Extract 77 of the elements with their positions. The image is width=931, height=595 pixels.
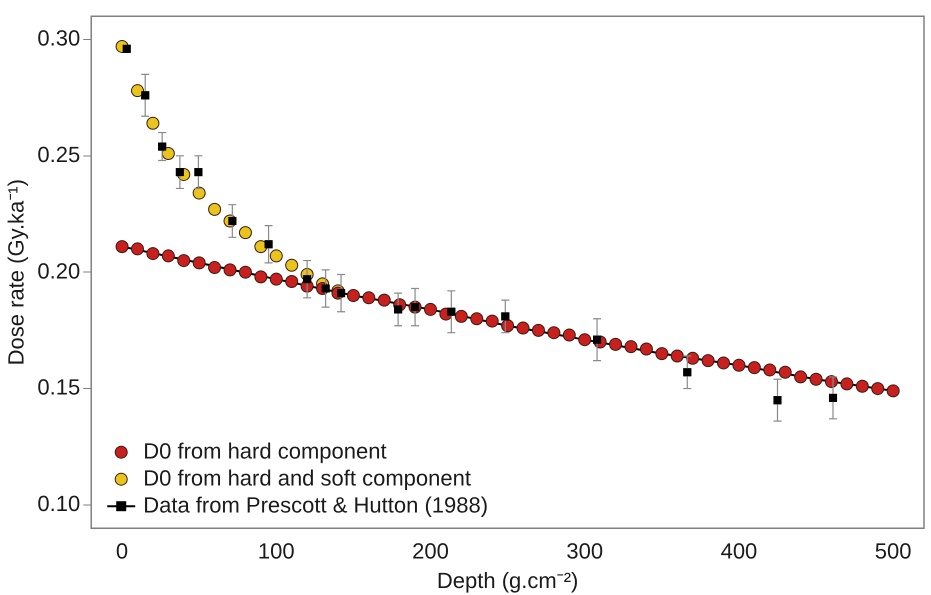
- point: [285, 275, 298, 288]
- point: [828, 394, 838, 402]
- y-axis-title: Dose rate (Gy.ka⁻¹): [3, 179, 28, 366]
- point: [702, 354, 715, 368]
- x-tick-label: 500: [874, 538, 912, 564]
- point: [871, 382, 884, 396]
- x-tick-label: 300: [566, 538, 604, 564]
- point: [547, 326, 560, 340]
- point: [717, 356, 730, 370]
- point: [683, 368, 692, 376]
- point: [424, 302, 437, 316]
- x-tick-label: 200: [412, 538, 449, 564]
- point: [146, 247, 160, 260]
- point: [116, 240, 129, 254]
- point: [778, 366, 792, 379]
- point: [208, 202, 222, 216]
- point: [624, 340, 638, 354]
- point: [162, 147, 175, 160]
- point: [194, 168, 202, 176]
- point: [270, 249, 283, 262]
- point: [748, 361, 761, 374]
- point: [346, 288, 360, 302]
- x-axis-title: Depth (g.cm⁻²): [436, 568, 578, 593]
- y-tick-label: 0.30: [37, 26, 80, 51]
- legend-label: D0 from hard component: [143, 438, 387, 464]
- x-tick-label: 400: [720, 538, 758, 564]
- point: [208, 261, 222, 274]
- point: [516, 322, 530, 335]
- point: [158, 142, 166, 151]
- point: [378, 294, 391, 307]
- point: [270, 272, 283, 286]
- point: [362, 291, 376, 304]
- point: [264, 240, 273, 248]
- point: [192, 256, 206, 270]
- point: [192, 186, 206, 200]
- point: [609, 338, 622, 351]
- point: [238, 226, 252, 240]
- point: [130, 84, 144, 98]
- point: [810, 372, 823, 386]
- y-tick-label: 0.20: [37, 258, 80, 284]
- point: [454, 310, 468, 323]
- point: [394, 305, 402, 314]
- point: [562, 328, 576, 342]
- point: [794, 370, 808, 384]
- point: [486, 314, 499, 328]
- point: [501, 312, 510, 320]
- point: [655, 347, 668, 360]
- point: [886, 384, 900, 398]
- point: [254, 270, 268, 284]
- point: [122, 44, 131, 53]
- y-tick-label: 0.25: [37, 142, 80, 167]
- point: [763, 363, 776, 376]
- point: [840, 377, 854, 390]
- point: [470, 312, 484, 326]
- point: [670, 349, 684, 362]
- point: [130, 242, 144, 256]
- x-tick-label: 100: [258, 538, 295, 564]
- legend-label: Data from Prescott & Hutton (1988): [143, 492, 488, 518]
- legend-label: D0 from hard and soft component: [143, 465, 471, 490]
- point: [532, 324, 545, 337]
- point: [773, 396, 782, 404]
- point: [224, 263, 237, 276]
- point: [141, 91, 150, 100]
- point: [856, 380, 869, 393]
- point: [732, 358, 746, 372]
- point: [578, 333, 592, 346]
- point: [238, 266, 252, 279]
- point: [640, 342, 653, 356]
- point: [303, 275, 312, 284]
- point: [177, 254, 190, 268]
- point: [162, 249, 175, 262]
- point: [447, 308, 456, 316]
- y-tick-label: 0.10: [37, 490, 80, 516]
- point: [285, 258, 298, 272]
- point: [146, 116, 160, 130]
- x-tick-label: 0: [116, 538, 128, 564]
- y-tick-label: 0.15: [37, 374, 80, 400]
